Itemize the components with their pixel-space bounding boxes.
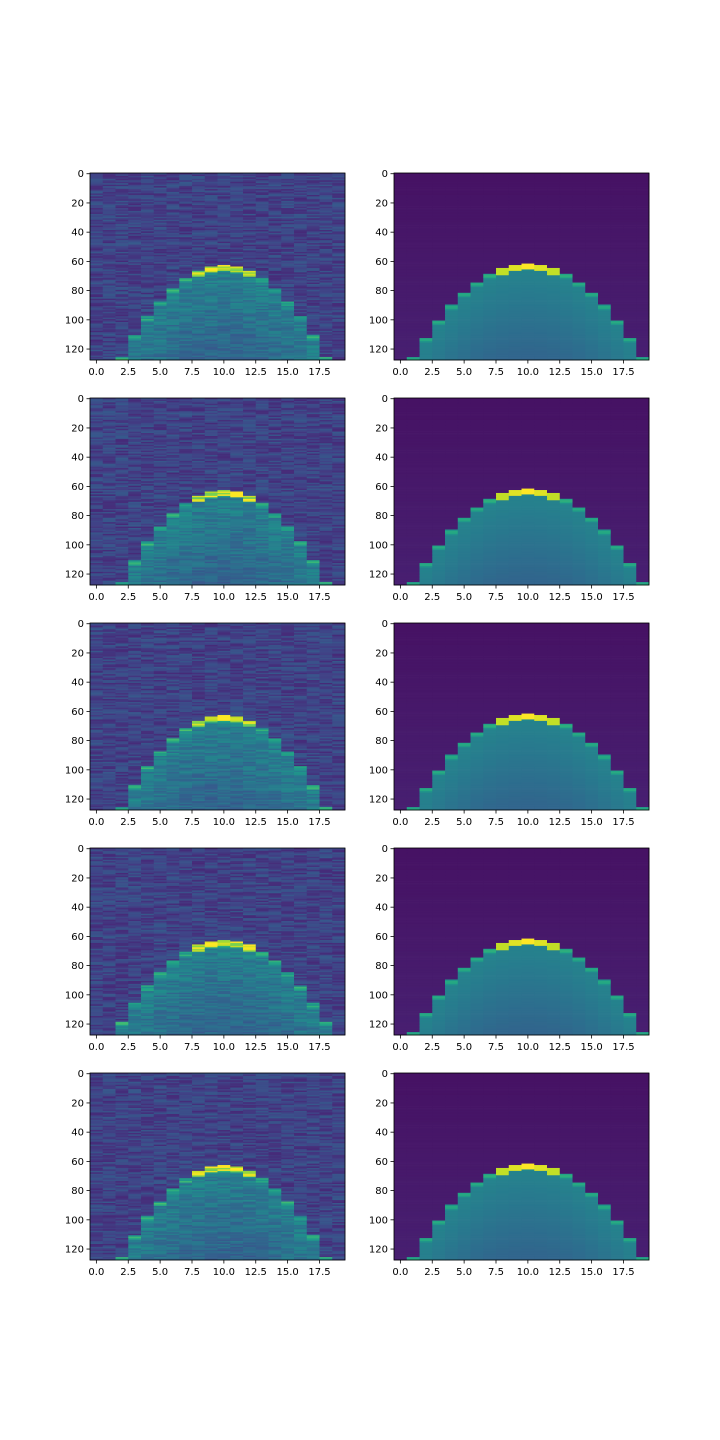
heatmap-panel-1: 0.0 2.5 5.0 7.5 10.0 12.5 15.0 17.5 0 20 40 60 80 100… — [65, 169, 345, 378]
x-tick-label: 5.0 — [152, 367, 168, 378]
x-tick-label: 2.5 — [120, 367, 136, 378]
x-tick-label: 12.5 — [245, 367, 267, 378]
y-tick-label: 120 — [65, 345, 84, 356]
y-tick-label: 0 — [78, 169, 84, 180]
x-tick-label: 7.5 — [184, 367, 200, 378]
x-tick-label: 17.5 — [308, 367, 330, 378]
y-tick-label: 20 — [71, 198, 84, 209]
heatmap-cells — [394, 173, 649, 360]
x-tick-label: 10.0 — [213, 367, 235, 378]
y-tick-label: 40 — [71, 228, 84, 239]
y-tick-label: 80 — [71, 286, 84, 297]
x-tick-label: 0.0 — [88, 367, 104, 378]
x-tick-label: 15.0 — [276, 367, 298, 378]
y-tick-label: 100 — [65, 315, 84, 326]
y-tick-label: 60 — [71, 257, 84, 268]
heatmap-panel-2: 0.0 2.5 5.0 7.5 10.0 12.5 15.0 17.5020406080100… — [369, 169, 649, 378]
heatmap-cells — [90, 173, 345, 360]
